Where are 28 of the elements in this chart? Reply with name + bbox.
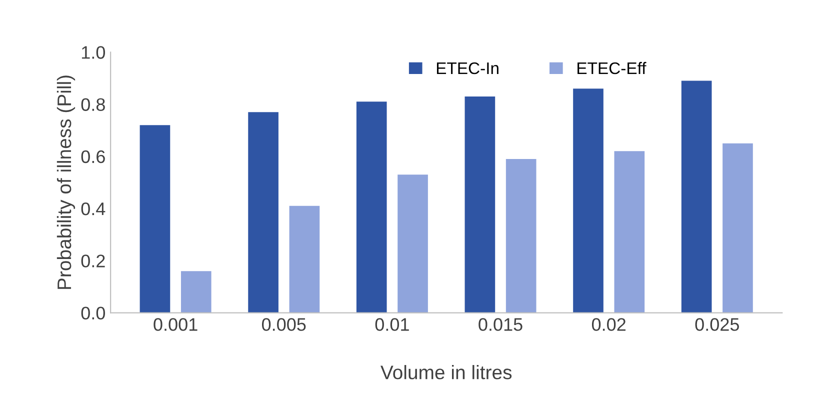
x-tick-label: 0.005	[262, 318, 306, 331]
x-tick-label: 0.02	[592, 318, 626, 331]
legend-label: ETEC-Eff	[578, 62, 646, 74]
bar	[464, 96, 496, 313]
x-tick-label: 0.01	[375, 318, 409, 331]
y-tick-label: 0.8	[81, 98, 105, 111]
x-tick-label: 0.001	[154, 318, 198, 331]
bar	[248, 112, 278, 313]
y-tick-label: 0.6	[81, 150, 105, 164]
y-tick-label: 0.2	[81, 254, 105, 268]
bar	[289, 206, 320, 313]
x-tick-label: 0.025	[695, 318, 739, 331]
y-tick-label: 0.0	[81, 306, 105, 320]
bar	[398, 174, 428, 313]
y-tick-label: 1.0	[82, 46, 105, 59]
y-tick-label: 0.4	[81, 202, 106, 216]
bar	[180, 271, 212, 313]
bar	[722, 143, 753, 313]
bar	[356, 102, 387, 313]
y-axis-title: Probability of illness (Pill)	[56, 76, 76, 289]
bar	[614, 151, 645, 313]
bar	[573, 88, 604, 313]
bar	[681, 80, 712, 313]
x-tick-label: 0.015	[478, 318, 522, 331]
x-axis-title: Volume in litres	[380, 365, 512, 380]
bar	[140, 125, 170, 313]
legend-label: ETEC-In	[436, 62, 498, 74]
bar	[506, 158, 536, 313]
